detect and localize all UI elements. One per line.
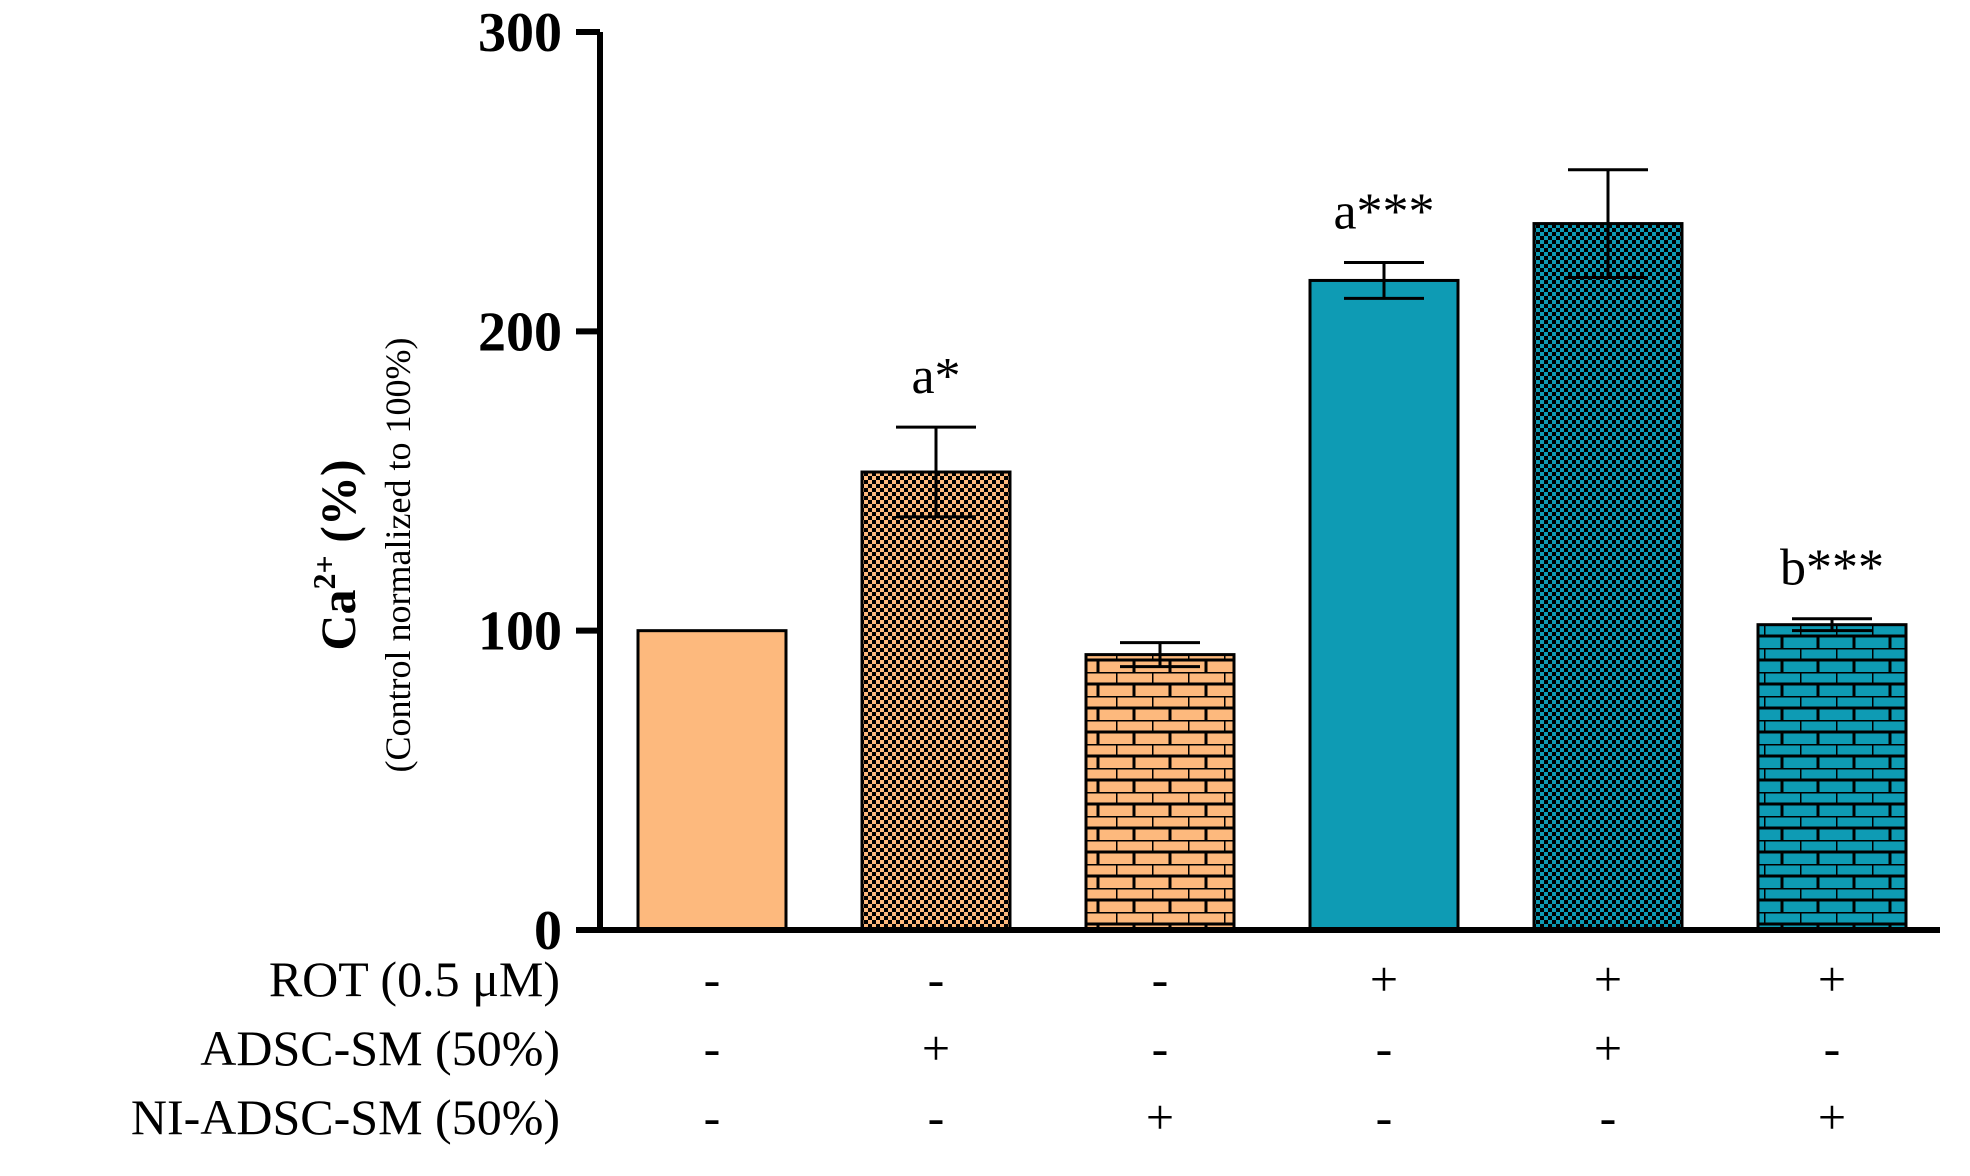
condition-label: ADSC-SM (50%)	[200, 1020, 560, 1076]
condition-sign: -	[1152, 1020, 1169, 1076]
y-tick-label: 0	[534, 900, 562, 962]
significance-label: a***	[1333, 183, 1434, 240]
bar	[860, 470, 1012, 932]
condition-sign: -	[704, 951, 721, 1007]
condition-sign: +	[1370, 951, 1398, 1007]
y-axis-sublabel: (Control normalized to 100%)	[378, 338, 418, 773]
condition-sign: -	[704, 1089, 721, 1145]
bar	[636, 629, 788, 932]
condition-sign: -	[1152, 951, 1169, 1007]
y-tick-label: 300	[478, 2, 562, 64]
bar	[1532, 222, 1684, 932]
condition-sign: +	[1594, 1020, 1622, 1076]
y-axis-label-main: Ca	[310, 589, 366, 650]
y-axis-label-unit: (%)	[310, 459, 366, 555]
condition-sign: +	[1594, 951, 1622, 1007]
significance-label: a*	[911, 348, 960, 405]
condition-sign: -	[928, 951, 945, 1007]
bar	[1308, 278, 1460, 932]
condition-sign: +	[1146, 1089, 1174, 1145]
condition-sign: +	[1818, 951, 1846, 1007]
significance-label: b***	[1780, 540, 1884, 597]
y-axis-label: Ca2+ (%) (Control normalized to 100%)	[306, 338, 418, 773]
condition-sign: -	[928, 1089, 945, 1145]
y-tick-label: 200	[478, 301, 562, 363]
condition-label: NI-ADSC-SM (50%)	[131, 1089, 560, 1145]
condition-sign: -	[1376, 1089, 1393, 1145]
condition-label: ROT (0.5 μM)	[269, 951, 560, 1007]
condition-sign: -	[1376, 1020, 1393, 1076]
bar	[1084, 653, 1236, 932]
condition-sign: -	[704, 1020, 721, 1076]
y-axis-label-superscript: 2+	[306, 555, 342, 589]
condition-sign: +	[922, 1020, 950, 1076]
condition-sign: +	[1818, 1089, 1846, 1145]
condition-sign: -	[1600, 1089, 1617, 1145]
condition-sign: -	[1824, 1020, 1841, 1076]
bar	[1756, 623, 1908, 932]
y-tick-label: 100	[478, 601, 562, 663]
svg-text:Ca2+ (%): Ca2+ (%)	[306, 459, 366, 650]
